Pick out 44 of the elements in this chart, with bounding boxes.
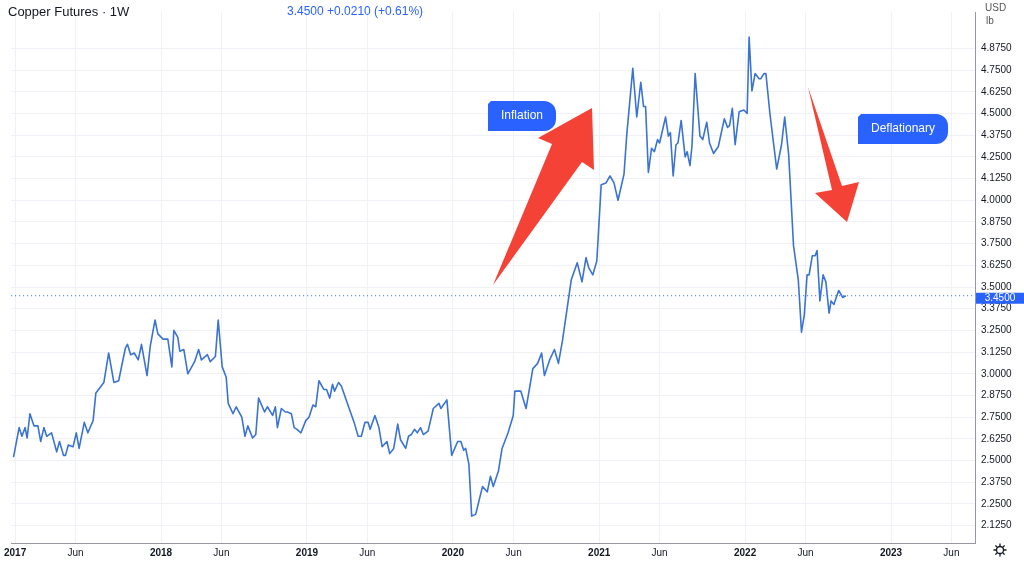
x-tick-label: 2018: [149, 546, 173, 558]
y-tick-label: 2.6250: [981, 432, 1013, 444]
y-tick-label: 3.2500: [981, 324, 1013, 336]
y-tick-label: 3.1250: [981, 345, 1013, 357]
y-tick-label: 2.8750: [981, 389, 1013, 401]
x-tick-label: 2023: [879, 546, 903, 558]
y-tick-label: 2.1250: [981, 519, 1013, 531]
x-tick-label: Jun: [651, 546, 668, 558]
y-tick-label: 2.5000: [981, 454, 1013, 466]
x-tick-label: Jun: [213, 546, 230, 558]
y-axis-title: USD: [985, 1, 1007, 13]
x-tick-label: Jun: [505, 546, 522, 558]
y-tick-label: 4.3750: [981, 128, 1013, 140]
y-tick-label: 3.5000: [981, 280, 1013, 292]
y-tick-label: 4.1250: [981, 172, 1013, 184]
x-tick-label: 2022: [734, 546, 757, 558]
y-tick-label: 2.2500: [981, 497, 1013, 509]
annotation: 3.4500 +0.0210 (+0.61%): [287, 4, 424, 19]
x-tick-label: Jun: [359, 546, 376, 558]
y-tick-label: 4.5000: [981, 107, 1013, 119]
x-tick-label: 2021: [588, 546, 611, 558]
x-tick-label: 2020: [441, 546, 465, 558]
y-tick-label: 3.3750: [981, 302, 1013, 314]
annotation: Deflationary: [870, 121, 936, 136]
y-tick-label: 4.2500: [981, 150, 1013, 162]
text: lb: [986, 14, 995, 26]
x-tick-label: 2019: [295, 546, 319, 558]
y-tick-label: 2.3750: [981, 476, 1013, 488]
x-tick-label: Jun: [943, 546, 960, 558]
y-tick-label: 2.7500: [981, 410, 1013, 422]
y-tick-label: 3.7500: [981, 237, 1013, 249]
ref-line-label: 3.4500: [984, 291, 1016, 303]
y-tick-label: 4.0000: [981, 194, 1013, 206]
y-tick-label: 3.8750: [981, 215, 1013, 227]
x-tick-label: Jun: [67, 546, 84, 558]
x-tick-label: 2017: [4, 546, 27, 558]
y-tick-label: 3.6250: [981, 259, 1013, 271]
y-tick-label: 3.0000: [981, 367, 1013, 379]
chart-title: Copper Futures · 1W: [8, 3, 131, 19]
y-tick-label: 4.6250: [981, 85, 1013, 97]
y-tick-label: 4.8750: [981, 42, 1013, 54]
y-tick-label: 4.7500: [981, 63, 1013, 75]
annotation: Inflation: [500, 108, 544, 123]
x-tick-label: Jun: [797, 546, 814, 558]
